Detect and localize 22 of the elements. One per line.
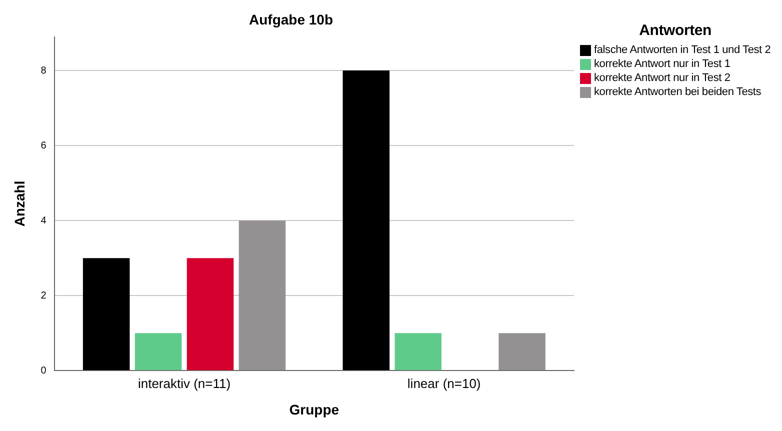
y-tick-label: 8 bbox=[40, 65, 47, 76]
x-tick-label: interaktiv (n=11) bbox=[138, 376, 231, 391]
y-tick-label: 2 bbox=[40, 290, 47, 302]
y-axis-title: Anzahl bbox=[11, 180, 28, 227]
bar bbox=[134, 333, 182, 370]
bar bbox=[342, 70, 390, 370]
y-tick-label: 6 bbox=[40, 140, 47, 152]
bar bbox=[238, 220, 286, 370]
x-axis-title: Gruppe bbox=[289, 401, 340, 418]
bar bbox=[186, 258, 234, 370]
bar bbox=[394, 333, 442, 370]
bar bbox=[498, 333, 546, 370]
legend-label: korrekte Antwort nur in Test 2 bbox=[594, 72, 730, 84]
legend-label: korrekte Antwort nur in Test 1 bbox=[594, 58, 730, 70]
legend-label: korrekte Antworten bei beiden Tests bbox=[594, 86, 762, 98]
y-tick-label: 0 bbox=[40, 365, 47, 376]
legend-title: Antworten bbox=[638, 22, 713, 39]
legend-label: falsche Antworten in Test 1 und Test 2 bbox=[594, 44, 771, 56]
bar bbox=[82, 258, 130, 370]
y-tick-label: 4 bbox=[40, 215, 47, 226]
chart-title: Aufgabe 10b bbox=[248, 11, 334, 28]
x-tick-label: linear (n=10) bbox=[407, 376, 481, 391]
